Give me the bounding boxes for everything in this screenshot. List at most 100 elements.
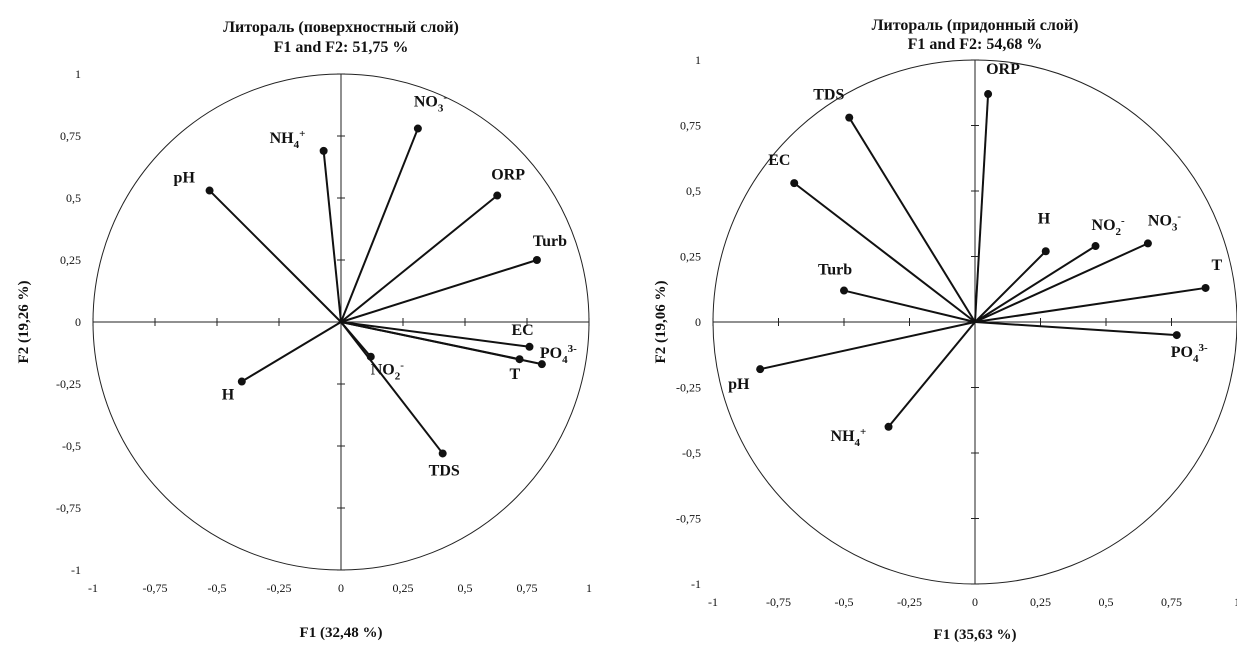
variable-label: pH [174, 170, 196, 187]
loading-point [237, 377, 246, 386]
y-tick-label: 0,25 [60, 253, 81, 267]
loading-point [790, 179, 799, 188]
x-tick-label: -0,5 [208, 581, 227, 595]
y-axis-label: F2 (19,06 %) [653, 281, 669, 364]
variable-label: NO3- [414, 92, 448, 115]
loading-point [413, 124, 422, 133]
pca-panel-surface-layer: Литораль (поверхностный слой) F1 and F2:… [16, 19, 592, 641]
y-tick-label: 1 [75, 67, 81, 81]
variable-label: H [222, 387, 235, 404]
chart-subtitle: F1 and F2: 54,68 % [908, 36, 1043, 53]
variable-label: EC [768, 152, 790, 169]
y-tick-label: -0,75 [56, 501, 81, 515]
variable-label: NO2- [1092, 215, 1126, 238]
x-tick-label: -0,25 [267, 581, 292, 595]
y-tick-label: -0,25 [56, 377, 81, 391]
y-tick-label: 0,5 [686, 184, 701, 198]
loading-vector [974, 250, 1047, 323]
loading-vector [974, 242, 1149, 323]
loading-point [205, 186, 214, 195]
loading-point [1143, 239, 1152, 248]
x-axis-label: F1 (32,48 %) [300, 625, 383, 641]
loading-point [884, 422, 893, 431]
loading-vector [241, 321, 342, 383]
chart-title: Литораль (поверхностный слой) [223, 19, 459, 36]
y-tick-label: 0,5 [66, 191, 81, 205]
x-tick-label: 0,5 [458, 581, 473, 595]
loading-point [1091, 242, 1100, 251]
y-tick-label: -1 [71, 563, 81, 577]
variable-label: NH4+ [270, 128, 306, 151]
loading-vector [974, 286, 1206, 323]
variable-label: Turb [818, 262, 852, 279]
loading-point [984, 90, 993, 99]
loading-point [532, 256, 541, 264]
loading-point [1041, 247, 1050, 256]
loading-point [525, 342, 534, 351]
loading-vector [793, 182, 976, 323]
variable-label: PO43- [1171, 342, 1208, 365]
x-tick-label: 0,25 [1030, 595, 1051, 609]
y-axis-label: F2 (19,26 %) [16, 281, 32, 364]
variable-label: ORP [491, 167, 525, 184]
variable-label: PO43- [540, 343, 577, 366]
x-tick-label: -0,5 [835, 595, 854, 609]
variable-label: NH4+ [831, 426, 867, 449]
loading-point [1172, 331, 1181, 340]
loading-vector [848, 117, 976, 323]
variable-label: TDS [429, 462, 460, 479]
x-tick-label: -1 [88, 581, 98, 595]
loading-vector [208, 189, 342, 323]
loading-vector [887, 321, 976, 428]
y-tick-label: 0,75 [60, 129, 81, 143]
y-tick-label: -0,75 [676, 512, 701, 526]
chart-subtitle: F1 and F2: 51,75 % [274, 39, 409, 56]
loading-vector [974, 321, 1177, 337]
y-tick-label: 0 [695, 315, 701, 329]
x-tick-label: -0,75 [143, 581, 168, 595]
loading-vector [843, 289, 976, 323]
loading-vector [759, 321, 976, 371]
x-tick-label: 1 [586, 581, 592, 595]
y-tick-label: -0,5 [682, 446, 701, 460]
x-tick-label: -0,75 [766, 595, 791, 609]
loading-point [756, 365, 765, 374]
y-tick-label: -0,5 [62, 439, 81, 453]
variable-label: NO3- [1148, 210, 1182, 233]
y-tick-label: 1 [695, 53, 701, 67]
loading-vector [340, 259, 538, 323]
loading-vector [974, 245, 1097, 323]
x-tick-label: -1 [708, 595, 718, 609]
loading-vector [974, 94, 990, 323]
variable-label: T [1212, 257, 1223, 274]
pca-panel-bottom-layer: Литораль (придонный слой) F1 and F2: 54,… [653, 17, 1237, 643]
y-tick-label: 0 [75, 315, 81, 329]
loading-vector [340, 321, 520, 361]
y-tick-label: -0,25 [676, 381, 701, 395]
x-tick-label: 0,25 [393, 581, 414, 595]
x-axis-label: F1 (35,63 %) [934, 627, 1017, 643]
loading-vector [340, 194, 498, 323]
loading-point [840, 286, 848, 295]
loading-vector [340, 128, 419, 323]
x-tick-label: 1 [1234, 595, 1237, 609]
y-tick-label: -1 [691, 577, 701, 591]
variable-label: EC [511, 322, 533, 339]
x-tick-label: 0 [338, 581, 344, 595]
y-tick-label: 0,75 [680, 119, 701, 133]
x-tick-label: 0,5 [1099, 595, 1114, 609]
y-tick-label: 0,25 [680, 250, 701, 264]
variable-label: NO2- [371, 360, 405, 383]
chart-title: Литораль (придонный слой) [872, 17, 1079, 34]
variable-label: T [510, 366, 521, 383]
loading-vector [322, 150, 342, 323]
loading-vector [340, 321, 444, 455]
loading-point [537, 360, 546, 369]
loading-vector [340, 321, 530, 348]
loading-point [845, 113, 854, 122]
variable-label: H [1038, 210, 1051, 227]
variable-label: ORP [986, 61, 1020, 78]
variable-label: Turb [533, 233, 567, 250]
loading-point [515, 355, 524, 364]
